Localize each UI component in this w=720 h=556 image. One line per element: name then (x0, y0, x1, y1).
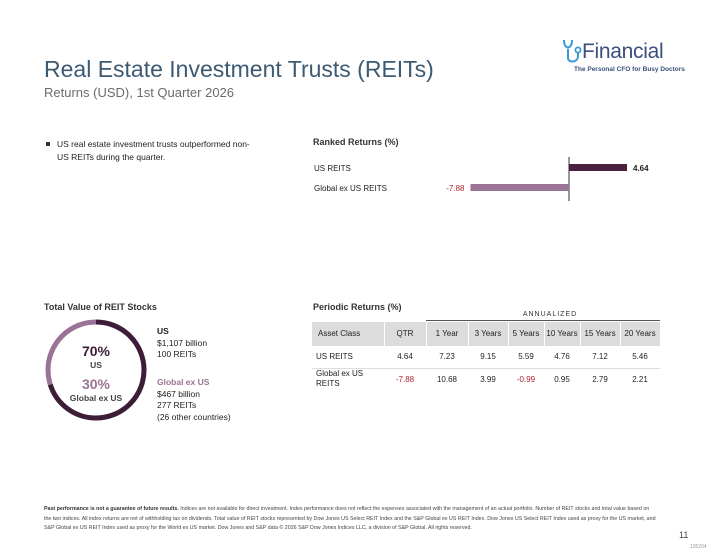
table-cell: 2.21 (620, 367, 660, 390)
table-cell: -7.88 (384, 367, 426, 390)
global-percent: 30% (81, 376, 111, 392)
us-percent-label: US (90, 360, 102, 370)
table-cell: 4.64 (397, 352, 413, 362)
col-header: 5 Years (508, 322, 545, 346)
summary-bullet: US real estate investment trusts outperf… (46, 138, 261, 163)
page-title: Real Estate Investment Trusts (REITs) (44, 56, 434, 82)
page-subtitle: Returns (USD), 1st Quarter 2026 (44, 85, 235, 100)
us-legend: US $1,107 billion 100 REITs (157, 326, 207, 361)
col-header: 1 Year (426, 322, 469, 346)
us-legend-title: US (157, 326, 169, 336)
col-header: QTR (384, 322, 427, 346)
table-cell: 9.15 (480, 352, 496, 362)
col-header: 3 Years (468, 322, 509, 346)
stethoscope-logo-icon (563, 39, 582, 63)
table-cell: 10.68 (426, 367, 468, 390)
annualized-label: ANNUALIZED (522, 311, 578, 318)
table-row: Global ex US REITS -7.88 10.68 3.99 -0.9… (312, 367, 660, 390)
total-value-heading: Total Value of REIT Stocks (44, 302, 157, 312)
brand-tagline: The Personal CFO for Busy Doctors (574, 66, 685, 73)
row-label: US REITS (316, 351, 353, 361)
ranked-returns-heading: Ranked Returns (%) (313, 137, 399, 147)
footer-text: Indices are not available for direct inv… (44, 506, 656, 531)
global-legend: Global ex US $467 billion 277 REITs (26 … (157, 377, 231, 423)
col-header: Asset Class (312, 322, 385, 346)
global-legend-value: $467 billion (157, 388, 201, 399)
col-header: 15 Years (580, 322, 621, 346)
bar (569, 164, 627, 171)
global-legend-count: 277 REITs (157, 400, 197, 410)
row-label: Global ex US REITS (312, 367, 384, 390)
table-cell: 3.99 (468, 367, 508, 390)
table-row: US REITS 4.64 7.23 9.15 5.59 4.76 7.12 5… (312, 346, 660, 368)
bar-category-label: Global ex US REITS (314, 184, 387, 193)
global-percent-label: Global ex US (69, 393, 123, 403)
annualized-divider (426, 320, 660, 321)
periodic-returns-table: Asset Class QTR 1 Year 3 Years 5 Years 1… (312, 322, 661, 390)
table-cell: 2.79 (580, 367, 620, 390)
total-value-donut (45, 319, 147, 421)
footer-disclaimer: Past performance is not a guarantee of f… (44, 505, 656, 534)
us-legend-value: $1,107 billion (157, 337, 208, 348)
company-logo: Financial The Personal CFO for Busy Doct… (560, 36, 685, 76)
ranked-returns-chart: US REITS 4.64 Global ex US REITS -7.88 (314, 157, 649, 201)
us-percent: 70% (81, 343, 111, 359)
table-cell: 7.12 (592, 352, 608, 362)
brand-name: Financial (582, 40, 664, 63)
table-cell: 0.95 (544, 367, 580, 390)
table-cell: 4.76 (554, 352, 570, 362)
table-cell: 7.23 (439, 352, 455, 362)
global-legend-note: (26 other countries) (157, 411, 231, 422)
bar-value-label: 4.64 (633, 164, 649, 173)
summary-text: US real estate investment trusts outperf… (57, 139, 250, 162)
page-number: 11 (679, 530, 689, 540)
table-cell: -0.99 (508, 367, 544, 390)
col-header: 10 Years (544, 322, 581, 346)
donut-slice (45, 319, 147, 421)
bar (470, 184, 569, 191)
table-cell: 5.59 (518, 352, 534, 362)
us-legend-count: 100 REITs (157, 349, 197, 359)
global-legend-title: Global ex US (157, 377, 210, 387)
col-header: 20 Years (620, 322, 661, 346)
periodic-returns-heading: Periodic Returns (%) (313, 302, 402, 312)
bar-value-label: -7.88 (446, 184, 465, 193)
table-cell: 5.46 (632, 352, 648, 362)
table-header-row: Asset Class QTR 1 Year 3 Years 5 Years 1… (312, 322, 661, 346)
document-code: 135204 (690, 544, 707, 550)
bar-category-label: US REITS (314, 164, 351, 173)
bullet-icon (46, 142, 50, 146)
footer-bold: Past performance is not a guarantee of f… (44, 506, 179, 512)
